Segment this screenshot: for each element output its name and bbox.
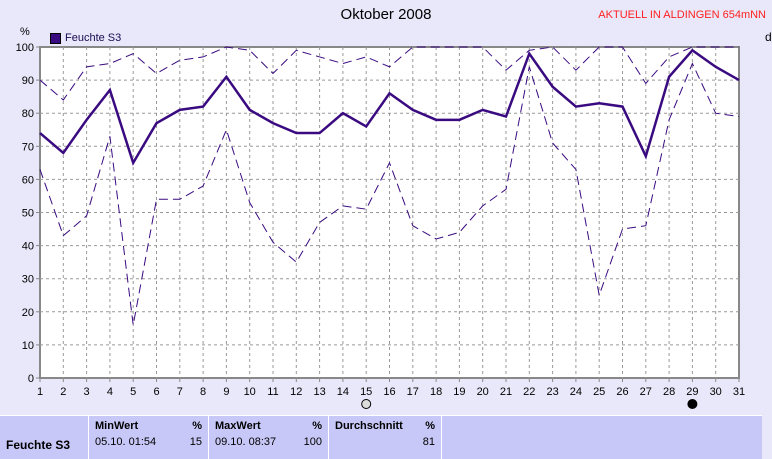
y-tick-label: 60 bbox=[22, 174, 34, 186]
x-tick-label: 11 bbox=[267, 386, 278, 398]
x-tick-label: 31 bbox=[733, 386, 745, 398]
x-tick-label: 16 bbox=[383, 386, 395, 398]
x-tick-label: 29 bbox=[686, 386, 698, 398]
avg-label: Durchschnitt bbox=[335, 420, 403, 432]
x-tick-label: 21 bbox=[500, 386, 512, 398]
y-tick-label: 80 bbox=[22, 108, 34, 120]
y-tick-label: 50 bbox=[22, 208, 34, 220]
max-unit: % bbox=[312, 420, 322, 432]
x-tick-label: 22 bbox=[523, 386, 535, 398]
max-time: 09.10. 08:37 bbox=[215, 436, 276, 448]
min-label: MinWert bbox=[95, 420, 138, 432]
y-tick-label: 10 bbox=[22, 340, 34, 352]
x-tick-label: 10 bbox=[244, 386, 256, 398]
x-tick-label: 25 bbox=[593, 386, 605, 398]
y-tick-label: 70 bbox=[22, 141, 34, 153]
max-value: 100 bbox=[304, 436, 322, 448]
x-tick-label: 5 bbox=[130, 386, 136, 398]
y-tick-label: 40 bbox=[22, 241, 34, 253]
x-tick-label: 15 bbox=[360, 386, 372, 398]
min-unit: % bbox=[192, 420, 202, 432]
avg-unit: % bbox=[425, 420, 435, 432]
x-tick-label: 17 bbox=[407, 386, 419, 398]
new-moon-icon bbox=[688, 400, 697, 409]
table-series-label: Feuchte S3 bbox=[6, 438, 70, 452]
y-tick-label: 90 bbox=[22, 75, 34, 87]
x-tick-label: 27 bbox=[640, 386, 652, 398]
x-tick-label: 7 bbox=[177, 386, 183, 398]
min-time: 05.10. 01:54 bbox=[95, 436, 156, 448]
x-tick-label: 18 bbox=[430, 386, 442, 398]
x-tick-label: 28 bbox=[663, 386, 675, 398]
x-tick-label: 12 bbox=[290, 386, 302, 398]
stats-table: Feuchte S3 MinWert% 05.10. 01:54 15 MaxWe… bbox=[0, 415, 762, 459]
x-tick-label: 3 bbox=[84, 386, 90, 398]
y-tick-label: 30 bbox=[22, 274, 34, 286]
full-moon-icon bbox=[362, 400, 371, 409]
x-tick-label: 8 bbox=[200, 386, 206, 398]
avg-value: 81 bbox=[423, 436, 435, 448]
x-tick-label: 9 bbox=[223, 386, 229, 398]
x-tick-label: 4 bbox=[107, 386, 113, 398]
min-cell: MinWert% 05.10. 01:54 15 bbox=[88, 416, 208, 459]
x-tick-label: 2 bbox=[60, 386, 66, 398]
x-tick-label: 1 bbox=[37, 386, 43, 398]
y-tick-label: 20 bbox=[22, 307, 34, 319]
x-tick-label: 13 bbox=[313, 386, 325, 398]
max-label: MaxWert bbox=[215, 420, 261, 432]
x-tick-label: 20 bbox=[477, 386, 489, 398]
avg-cell: Durchschnitt% 81 bbox=[328, 416, 442, 459]
x-tick-label: 19 bbox=[453, 386, 465, 398]
x-tick-label: 30 bbox=[710, 386, 722, 398]
max-cell: MaxWert% 09.10. 08:37 100 bbox=[208, 416, 328, 459]
x-tick-label: 6 bbox=[153, 386, 159, 398]
x-tick-label: 26 bbox=[616, 386, 628, 398]
min-value: 15 bbox=[190, 436, 202, 448]
x-tick-label: 23 bbox=[546, 386, 558, 398]
x-tick-label: 24 bbox=[570, 386, 582, 398]
x-tick-label: 14 bbox=[337, 386, 349, 398]
y-tick-label: 0 bbox=[28, 373, 34, 385]
y-tick-label: 100 bbox=[16, 42, 34, 54]
